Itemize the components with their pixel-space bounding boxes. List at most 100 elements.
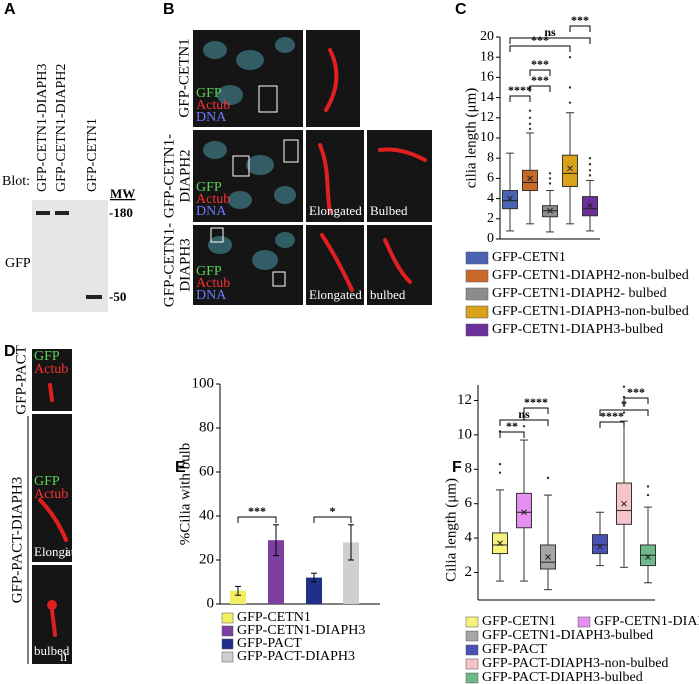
significance-label: *** <box>531 57 549 71</box>
legend-label: GFP-PACT-DIAPH3 <box>237 649 355 664</box>
significance-bracket <box>509 95 531 102</box>
mean-marker <box>507 195 513 202</box>
legend-swatch <box>221 638 234 650</box>
y-tick-label: 10 <box>457 426 472 442</box>
lane-label: GFP-CETN1 <box>85 118 100 192</box>
outlier <box>646 485 650 488</box>
legend-label: GFP-CETN1-DIAPH2-non-bulbed <box>492 268 689 283</box>
significance-label: **** <box>600 409 624 423</box>
band <box>86 295 102 299</box>
mean-marker <box>527 175 533 182</box>
outlier <box>568 56 572 59</box>
channel-label: GFP <box>196 180 222 195</box>
micrograph <box>306 225 364 305</box>
channel-label: Actub <box>196 192 230 207</box>
y-tick-label: 12 <box>457 392 472 408</box>
channel-label: Actub <box>196 276 230 291</box>
micrograph <box>306 130 364 222</box>
bulb <box>47 600 57 610</box>
panel-letter: B <box>163 1 175 18</box>
legend-label: GFP-CETN1-DIAPH3-non-bulbed <box>594 614 699 629</box>
y-tick-label: 0 <box>207 595 215 611</box>
significance-bracket <box>529 85 551 92</box>
legend-label: GFP-PACT-DIAPH3-bulbed <box>482 670 643 684</box>
outlier <box>546 476 550 480</box>
legend-label: GFP-PACT <box>482 642 547 657</box>
channel-label: GFP <box>34 474 60 489</box>
legend-swatch <box>465 644 479 656</box>
row-label: GFP-CETN1 <box>176 38 192 117</box>
micrograph <box>306 30 360 127</box>
legend-swatch <box>221 651 234 663</box>
y-tick-label: 0 <box>487 231 494 246</box>
row-label: GFP-PACT <box>13 345 29 414</box>
outlier <box>622 404 626 407</box>
legend-label: GFP-CETN1-DIAPH3 <box>237 623 365 638</box>
lane-label: GFP-CETN1-DIAPH2 <box>54 64 69 192</box>
box <box>502 190 518 210</box>
significance-bracket <box>237 516 277 523</box>
band <box>36 211 50 215</box>
row-label: DIAPH2 <box>177 149 193 202</box>
panel-letter: A <box>4 1 16 18</box>
panel-letter: C <box>455 1 467 18</box>
outlier <box>588 157 592 160</box>
inset-boxes <box>210 85 299 287</box>
mw-marker: -180 <box>109 205 133 220</box>
outlier <box>568 86 572 89</box>
legend-swatch <box>465 323 489 337</box>
channel-label: GFP <box>196 86 222 101</box>
significance-label: *** <box>531 33 549 47</box>
y-axis-label: cilia length (μm) <box>463 88 479 189</box>
y-tick-label: 20 <box>480 29 494 44</box>
legend-label: GFP-CETN1-DIAPH3-bulbed <box>492 322 663 337</box>
y-tick-label: 4 <box>465 530 473 546</box>
blot <box>32 200 108 312</box>
significance-bracket <box>499 419 549 426</box>
legend-swatch <box>221 612 234 624</box>
mean-marker <box>621 500 627 507</box>
panel-letter: E <box>175 459 186 476</box>
legend-swatch <box>577 616 591 628</box>
row-label: DIAPH3 <box>177 238 193 291</box>
legend-swatch <box>465 616 479 628</box>
channel-label: DNA <box>196 204 227 219</box>
panel-letter: D <box>4 343 16 360</box>
band <box>55 211 69 215</box>
legend-swatch <box>465 251 489 265</box>
legend-swatch <box>465 305 489 319</box>
mw-header: MW <box>110 186 135 201</box>
row-label: GFP-CETN1- <box>161 134 177 218</box>
significance-bracket <box>509 37 591 44</box>
lane-label: GFP-CETN1-DIAPH3 <box>35 64 50 192</box>
cilia <box>38 383 68 637</box>
inset-index: ii <box>60 649 68 664</box>
box <box>562 154 578 187</box>
box <box>592 534 608 555</box>
y-tick-label: 6 <box>487 171 494 186</box>
mean-marker <box>645 554 651 560</box>
outlier <box>528 109 532 112</box>
outlier <box>548 182 552 185</box>
legend-swatch <box>465 672 479 684</box>
y-tick-label: 18 <box>480 49 494 64</box>
mean-marker <box>497 540 503 547</box>
y-tick-label: 4 <box>487 191 494 206</box>
y-axis-label: %Cilia with bulb <box>177 443 193 546</box>
y-tick-label: 80 <box>199 419 214 435</box>
y-tick-label: 40 <box>199 507 214 523</box>
outlier <box>622 385 626 388</box>
outlier <box>588 174 592 177</box>
y-tick-label: 20 <box>199 551 214 567</box>
box <box>516 492 532 529</box>
y-tick-label: 16 <box>480 70 494 85</box>
significance-bracket <box>529 69 551 76</box>
channel-label: DNA <box>196 288 227 303</box>
y-axis-label: Cilia length (μm) <box>443 478 459 582</box>
legend-label: GFP-CETN1 <box>482 614 556 629</box>
nuclei <box>203 37 296 270</box>
legend-label: GFP-CETN1-DIAPH2- bulbed <box>492 286 667 301</box>
outlier <box>548 172 552 175</box>
significance-label: * <box>330 504 336 518</box>
significance-label: *** <box>248 504 266 518</box>
